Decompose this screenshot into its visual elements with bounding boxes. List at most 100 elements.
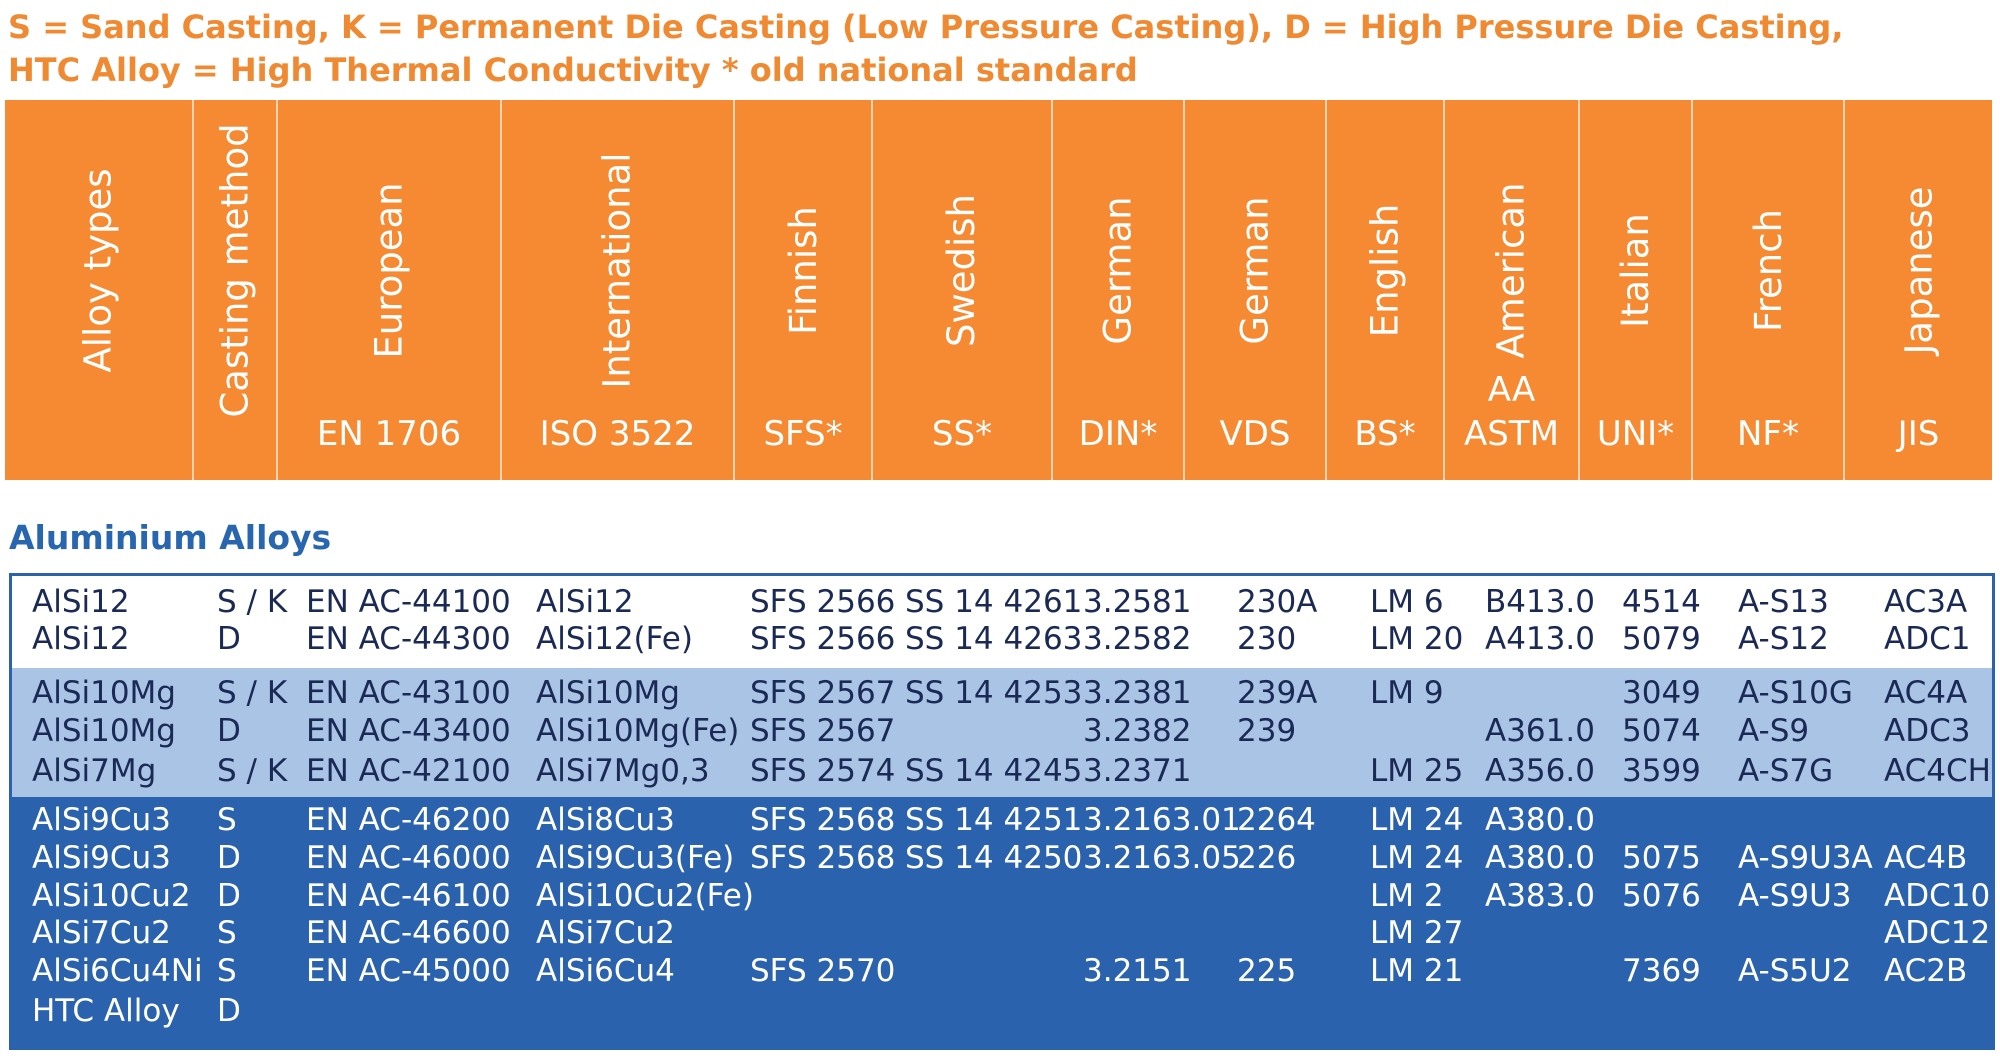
cell-french-nf: A-S5U2 <box>1738 953 1852 989</box>
header-standard-line-2: BS* <box>1354 414 1416 454</box>
cell-japanese-jis: AC4B <box>1884 840 1968 876</box>
cell-english-bs: LM 27 <box>1370 915 1464 951</box>
cell-european-en1706: EN AC-44100 <box>306 584 511 620</box>
table-row: AlSi12 D EN AC-44300 AlSi12(Fe) SFS 2566 SS 1… <box>12 620 1992 658</box>
cell-international-iso3522: AlSi9Cu3(Fe) <box>536 840 735 876</box>
section-title: Aluminium Alloys <box>9 518 332 557</box>
row-group-3: AlSi9Cu3 S EN AC-46200 AlSi8Cu3 SFS 2568 SS 1… <box>12 797 1992 1047</box>
legend-line-2: HTC Alloy = High Thermal Conductivity * … <box>8 51 1138 89</box>
header-label-wrap: French <box>1693 120 1843 420</box>
cell-swedish-ss: SS 14 4251 <box>905 802 1083 838</box>
cell-swedish-ss: SS 14 4245 <box>905 753 1083 789</box>
cell-french-nf: A-S10G <box>1738 675 1853 711</box>
table-row: AlSi10Mg D EN AC-43400 AlSi10Mg(Fe) SFS 2567… <box>12 712 1992 750</box>
table-row: AlSi10Cu2 D EN AC-46100 AlSi10Cu2(Fe) LM 2 A3… <box>12 877 1992 915</box>
alloy-table: AlSi12 S / K EN AC-44100 AlSi12 SFS 2566 SS 1… <box>9 573 1995 1050</box>
header-label-wrap: German <box>1053 120 1183 420</box>
cell-casting-method: S <box>217 802 237 838</box>
header-standard: VDS <box>1185 412 1325 456</box>
cell-american-aa-astm: A383.0 <box>1485 878 1595 914</box>
header-standard: UNI* <box>1580 412 1691 456</box>
cell-casting-method: D <box>217 621 241 657</box>
cell-finnish-sfs: SFS 2567 <box>750 713 896 749</box>
header-standard: JIS <box>1845 412 1992 456</box>
table-header: Alloy types Casting method European EN 1706… <box>5 100 1992 480</box>
cell-international-iso3522: AlSi6Cu4 <box>536 953 675 989</box>
cell-japanese-jis: ADC10 <box>1884 878 1991 914</box>
header-standard-line-2: JIS <box>1897 414 1940 454</box>
header-standard: SFS* <box>735 412 871 456</box>
header-label-wrap: Italian <box>1580 120 1691 420</box>
row-group-1: AlSi12 S / K EN AC-44100 AlSi12 SFS 2566 SS 1… <box>12 576 1992 668</box>
cell-alloy-type: AlSi7Cu2 <box>32 915 171 951</box>
cell-american-aa-astm: A380.0 <box>1485 840 1595 876</box>
header-italian-uni: Italian UNI* <box>1580 100 1693 480</box>
cell-international-iso3522: AlSi8Cu3 <box>536 802 675 838</box>
cell-english-bs: LM 2 <box>1370 878 1444 914</box>
header-standard: BS* <box>1327 412 1443 456</box>
header-label-wrap: Japanese <box>1845 120 1992 420</box>
cell-casting-method: D <box>217 840 241 876</box>
cell-alloy-type: AlSi10Mg <box>32 675 176 711</box>
cell-french-nf: A-S9U3A <box>1738 840 1873 876</box>
header-standard-line-2: NF* <box>1737 414 1799 454</box>
cell-english-bs: LM 9 <box>1370 675 1444 711</box>
header-american-aa-astm: American AA ASTM <box>1445 100 1580 480</box>
cell-finnish-sfs: SFS 2568 <box>750 840 896 876</box>
cell-american-aa-astm: A361.0 <box>1485 713 1595 749</box>
cell-italian-uni: 5076 <box>1622 878 1701 914</box>
cell-american-aa-astm: B413.0 <box>1485 584 1596 620</box>
cell-european-en1706: EN AC-45000 <box>306 953 511 989</box>
table-row: AlSi6Cu4Ni S EN AC-45000 AlSi6Cu4 SFS 2570 3.… <box>12 952 1992 990</box>
cell-japanese-jis: ADC3 <box>1884 713 1971 749</box>
cell-german-din: 3.2151 <box>1083 953 1192 989</box>
header-label-wrap: German <box>1185 120 1325 420</box>
header-standard-line-2: ASTM <box>1464 414 1559 454</box>
cell-casting-method: S <box>217 953 237 989</box>
table-row: AlSi9Cu3 S EN AC-46200 AlSi8Cu3 SFS 2568 SS 1… <box>12 801 1992 839</box>
header-standard: ISO 3522 <box>502 412 733 456</box>
cell-japanese-jis: AC3A <box>1884 584 1968 620</box>
cell-international-iso3522: AlSi10Cu2(Fe) <box>536 878 754 914</box>
header-label-wrap: European <box>278 120 500 420</box>
cell-italian-uni: 5074 <box>1622 713 1701 749</box>
cell-english-bs: LM 6 <box>1370 584 1444 620</box>
abbreviation-legend: S = Sand Casting, K = Permanent Die Cast… <box>8 6 1843 92</box>
header-standard: DIN* <box>1053 412 1183 456</box>
header-japanese-jis: Japanese JIS <box>1845 100 1992 480</box>
cell-alloy-type: AlSi6Cu4Ni <box>32 953 203 989</box>
header-standard-line-2: SS* <box>931 414 993 454</box>
cell-alloy-type: AlSi12 <box>32 584 130 620</box>
cell-casting-method: D <box>217 993 241 1029</box>
cell-finnish-sfs: SFS 2568 <box>750 802 896 838</box>
legend-line-1: S = Sand Casting, K = Permanent Die Cast… <box>8 8 1844 46</box>
cell-french-nf: A-S9U3 <box>1738 878 1852 914</box>
header-standard-line-2: UNI* <box>1596 414 1675 454</box>
header-standard-line-2: DIN* <box>1078 414 1158 454</box>
cell-european-en1706: EN AC-46200 <box>306 802 511 838</box>
cell-english-bs: LM 21 <box>1370 953 1464 989</box>
cell-swedish-ss: SS 14 4250 <box>905 840 1083 876</box>
header-label-wrap: International <box>502 120 733 420</box>
header-european-en1706: European EN 1706 <box>278 100 502 480</box>
cell-french-nf: A-S13 <box>1738 584 1829 620</box>
table-row: AlSi9Cu3 D EN AC-46000 AlSi9Cu3(Fe) SFS 2568… <box>12 839 1992 877</box>
cell-german-din: 3.2582 <box>1083 621 1192 657</box>
cell-international-iso3522: AlSi12(Fe) <box>536 621 693 657</box>
table-row: AlSi10Mg S / K EN AC-43100 AlSi10Mg SFS 2567… <box>12 674 1992 712</box>
header-german-din: German DIN* <box>1053 100 1185 480</box>
header-standard: NF* <box>1693 412 1843 456</box>
cell-european-en1706: EN AC-43100 <box>306 675 511 711</box>
cell-casting-method: D <box>217 878 241 914</box>
header-label-wrap: Finnish <box>735 120 871 420</box>
header-label: German <box>1233 195 1277 345</box>
cell-alloy-type: AlSi12 <box>32 621 130 657</box>
cell-casting-method: S / K <box>217 753 288 789</box>
cell-japanese-jis: ADC12 <box>1884 915 1991 951</box>
cell-casting-method: S <box>217 915 237 951</box>
cell-german-vds: 239A <box>1237 675 1318 711</box>
cell-international-iso3522: AlSi7Cu2 <box>536 915 675 951</box>
header-finnish-sfs: Finnish SFS* <box>735 100 873 480</box>
cell-english-bs: LM 24 <box>1370 802 1464 838</box>
cell-italian-uni: 3049 <box>1622 675 1701 711</box>
